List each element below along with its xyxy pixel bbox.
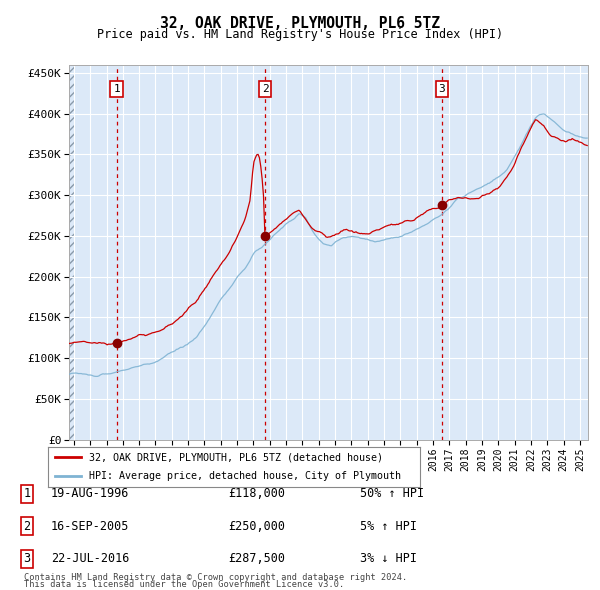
Text: 1: 1: [23, 487, 31, 500]
Text: 16-SEP-2005: 16-SEP-2005: [51, 520, 130, 533]
Text: Price paid vs. HM Land Registry's House Price Index (HPI): Price paid vs. HM Land Registry's House …: [97, 28, 503, 41]
Text: 2: 2: [23, 520, 31, 533]
Text: This data is licensed under the Open Government Licence v3.0.: This data is licensed under the Open Gov…: [24, 580, 344, 589]
Text: 3: 3: [439, 84, 445, 94]
Text: HPI: Average price, detached house, City of Plymouth: HPI: Average price, detached house, City…: [89, 471, 401, 481]
Text: £118,000: £118,000: [228, 487, 285, 500]
Text: 3: 3: [23, 552, 31, 565]
Text: 19-AUG-1996: 19-AUG-1996: [51, 487, 130, 500]
Text: 5% ↑ HPI: 5% ↑ HPI: [360, 520, 417, 533]
Text: 50% ↑ HPI: 50% ↑ HPI: [360, 487, 424, 500]
Text: Contains HM Land Registry data © Crown copyright and database right 2024.: Contains HM Land Registry data © Crown c…: [24, 573, 407, 582]
Text: £287,500: £287,500: [228, 552, 285, 565]
Bar: [69, 65, 74, 440]
Text: 2: 2: [262, 84, 268, 94]
Text: £250,000: £250,000: [228, 520, 285, 533]
Text: 3% ↓ HPI: 3% ↓ HPI: [360, 552, 417, 565]
Text: 22-JUL-2016: 22-JUL-2016: [51, 552, 130, 565]
Text: 32, OAK DRIVE, PLYMOUTH, PL6 5TZ: 32, OAK DRIVE, PLYMOUTH, PL6 5TZ: [160, 16, 440, 31]
Text: 1: 1: [113, 84, 120, 94]
Text: 32, OAK DRIVE, PLYMOUTH, PL6 5TZ (detached house): 32, OAK DRIVE, PLYMOUTH, PL6 5TZ (detach…: [89, 453, 383, 463]
